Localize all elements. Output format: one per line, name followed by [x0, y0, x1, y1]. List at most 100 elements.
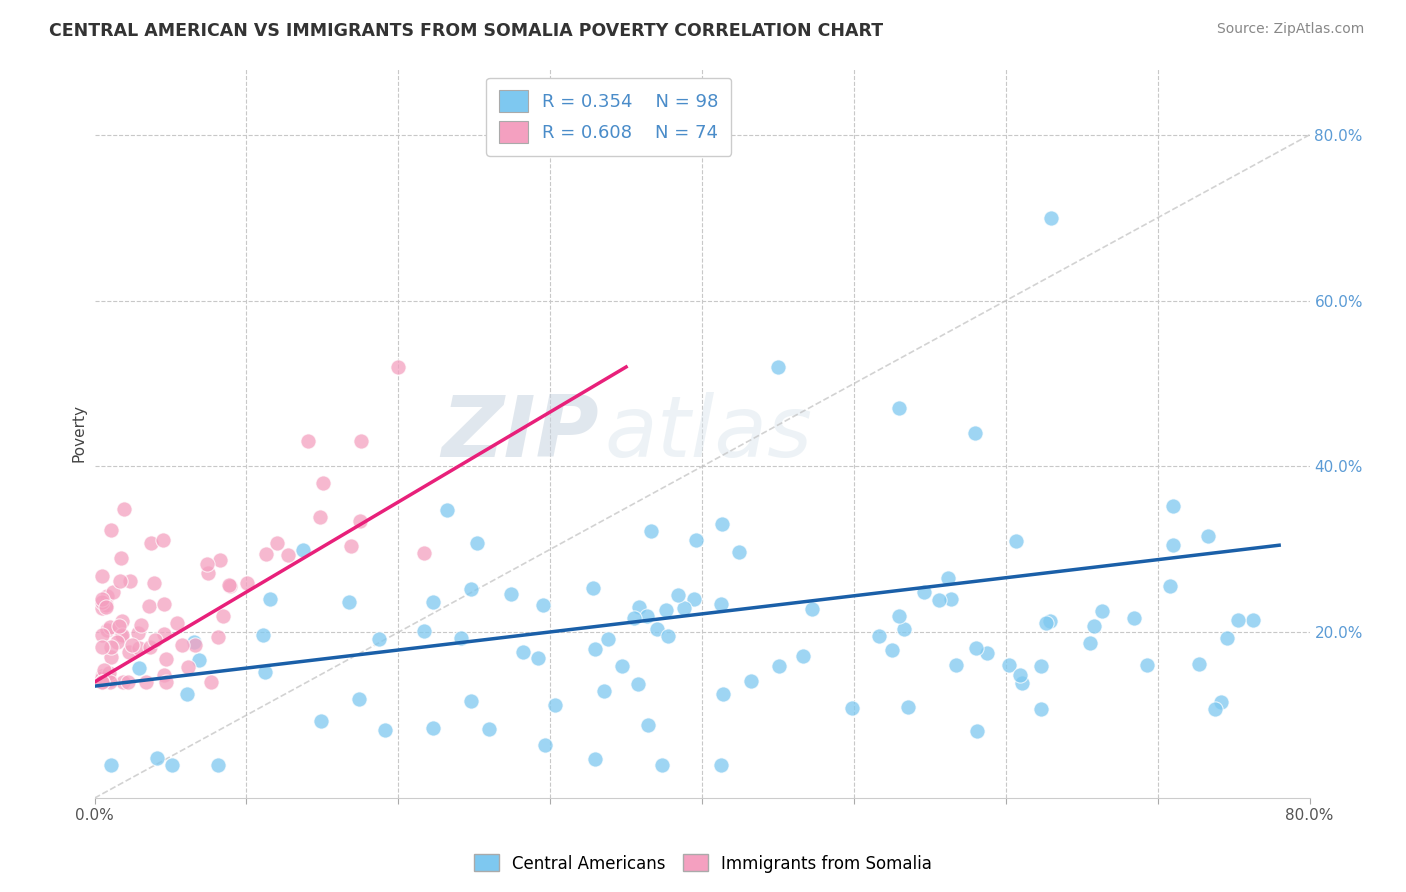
Point: [792, 649, 814, 664]
Text: CENTRAL AMERICAN VS IMMIGRANTS FROM SOMALIA POVERTY CORRELATION CHART: CENTRAL AMERICAN VS IMMIGRANTS FROM SOMA…: [49, 22, 883, 40]
Point: [1040, 211, 1063, 225]
Point: [997, 657, 1019, 672]
Point: [152, 533, 174, 548]
Point: [728, 545, 751, 559]
Point: [450, 631, 472, 645]
Point: [966, 723, 988, 738]
Point: [98, 675, 121, 690]
Point: [100, 523, 122, 537]
Point: [710, 597, 733, 611]
Point: [1161, 499, 1184, 513]
Point: [672, 601, 695, 615]
Text: Source: ZipAtlas.com: Source: ZipAtlas.com: [1216, 22, 1364, 37]
Point: [153, 668, 176, 682]
Point: [107, 618, 129, 632]
Point: [292, 543, 315, 558]
Point: [111, 675, 134, 690]
Point: [889, 401, 911, 416]
Point: [121, 638, 143, 652]
Point: [259, 591, 281, 606]
Point: [96, 623, 118, 637]
Text: ZIP: ZIP: [441, 392, 599, 475]
Point: [368, 632, 391, 647]
Point: [100, 640, 122, 654]
Point: [91, 668, 114, 682]
Point: [127, 626, 149, 640]
Point: [309, 509, 332, 524]
Point: [412, 624, 434, 639]
Point: [1083, 619, 1105, 633]
Point: [928, 592, 950, 607]
Point: [91, 569, 114, 583]
Point: [1078, 636, 1101, 650]
Point: [266, 536, 288, 550]
Point: [98, 620, 121, 634]
Point: [129, 618, 152, 632]
Point: [218, 578, 240, 592]
Point: [183, 638, 205, 652]
Point: [97, 666, 120, 681]
Point: [683, 592, 706, 607]
Point: [841, 701, 863, 715]
Point: [965, 426, 987, 441]
Point: [374, 723, 396, 738]
Point: [1091, 604, 1114, 618]
Point: [412, 545, 434, 559]
Point: [976, 647, 998, 661]
Legend: R = 0.354    N = 98, R = 0.608    N = 74: R = 0.354 N = 98, R = 0.608 N = 74: [486, 78, 731, 156]
Point: [582, 581, 605, 595]
Point: [501, 587, 523, 601]
Point: [93, 663, 115, 677]
Point: [252, 627, 274, 641]
Point: [1197, 529, 1219, 543]
Point: [740, 674, 762, 689]
Point: [120, 574, 142, 588]
Point: [195, 557, 218, 571]
Point: [436, 503, 458, 517]
Point: [94, 599, 117, 614]
Point: [135, 675, 157, 690]
Point: [91, 600, 114, 615]
Point: [91, 640, 114, 655]
Point: [91, 592, 114, 607]
Point: [651, 758, 673, 772]
Point: [309, 714, 332, 729]
Point: [868, 629, 890, 643]
Point: [1122, 611, 1144, 625]
Point: [349, 514, 371, 528]
Point: [422, 721, 444, 735]
Point: [339, 539, 361, 553]
Point: [1216, 631, 1239, 645]
Point: [636, 609, 658, 624]
Point: [685, 533, 707, 547]
Point: [422, 595, 444, 609]
Point: [110, 629, 132, 643]
Point: [152, 597, 174, 611]
Point: [478, 722, 501, 736]
Point: [153, 626, 176, 640]
Point: [612, 659, 634, 673]
Point: [138, 599, 160, 614]
Point: [623, 611, 645, 625]
Point: [337, 595, 360, 609]
Point: [108, 574, 131, 588]
Point: [893, 623, 915, 637]
Point: [1188, 657, 1211, 671]
Point: [1209, 695, 1232, 709]
Point: [627, 677, 650, 691]
Point: [655, 603, 678, 617]
Point: [219, 579, 242, 593]
Point: [155, 652, 177, 666]
Point: [939, 592, 962, 607]
Point: [1005, 534, 1028, 549]
Point: [98, 673, 121, 688]
Point: [143, 576, 166, 591]
Point: [897, 699, 920, 714]
Point: [938, 571, 960, 585]
Point: [111, 627, 134, 641]
Point: [1136, 657, 1159, 672]
Point: [945, 658, 967, 673]
Point: [965, 640, 987, 655]
Point: [583, 752, 606, 766]
Point: [114, 501, 136, 516]
